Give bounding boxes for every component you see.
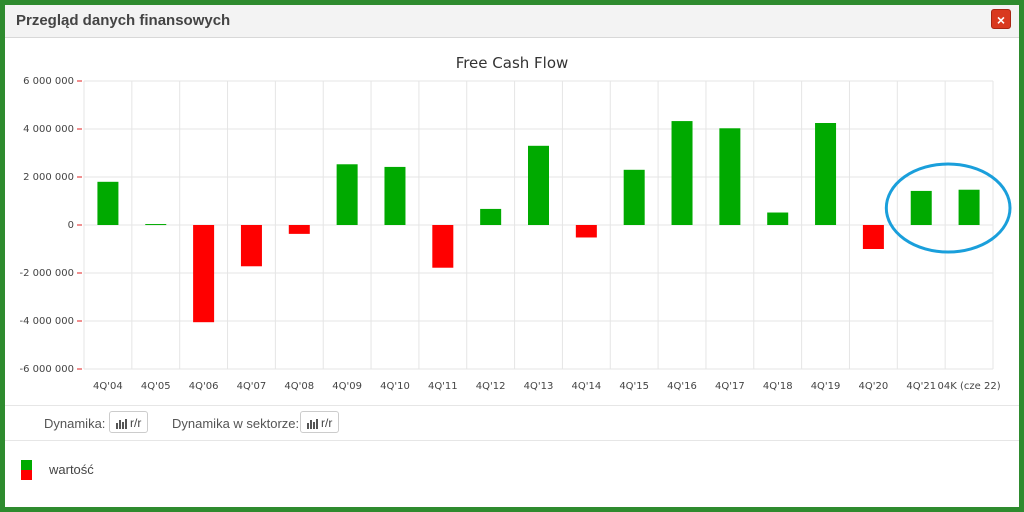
- y-tick-label: -2 000 000: [19, 268, 74, 279]
- dynamics-label: Dynamika:: [44, 416, 106, 431]
- y-tick-label: 6 000 000: [23, 76, 74, 87]
- legend-label: wartość: [49, 462, 94, 477]
- bar[interactable]: [193, 225, 215, 323]
- bar[interactable]: [719, 128, 741, 225]
- close-button[interactable]: ×: [991, 9, 1011, 29]
- dialog-window: Przegląd danych finansowych × Free Cash …: [5, 5, 1019, 507]
- x-tick-label: 4Q'10: [380, 381, 410, 392]
- bar-chart-icon: [116, 418, 127, 429]
- bar[interactable]: [97, 181, 119, 225]
- free-cash-flow-chart: Free Cash Flow 6 000 000 4 000 000 2 000 0…: [19, 54, 1012, 392]
- close-icon: ×: [996, 12, 1006, 28]
- dynamics-yoy-label: r/r: [130, 416, 142, 430]
- sector-yoy-label: r/r: [321, 416, 333, 430]
- x-tick-label: 4Q'12: [476, 381, 506, 392]
- x-tick-label: 4Q'21: [906, 381, 936, 392]
- x-tick-label: 4Q'04: [93, 381, 123, 392]
- y-tick-label: -4 000 000: [19, 316, 74, 327]
- x-tick-label: 4Q'14: [571, 381, 601, 392]
- x-tick-label: 4Q'15: [619, 381, 649, 392]
- bar[interactable]: [145, 224, 167, 226]
- bar[interactable]: [480, 208, 502, 225]
- x-tick-label: 4Q'17: [715, 381, 745, 392]
- y-tick-label: 0: [68, 220, 74, 231]
- sector-yoy-button[interactable]: r/r: [300, 411, 340, 433]
- y-tick-label: 2 000 000: [23, 172, 74, 183]
- x-tick-label: 4Q'05: [141, 381, 171, 392]
- bar[interactable]: [240, 225, 262, 267]
- chart-title: Free Cash Flow: [456, 54, 569, 72]
- x-tick-label: 4Q'20: [859, 381, 889, 392]
- bar[interactable]: [910, 190, 932, 225]
- x-tick-label: 4Q'19: [811, 381, 841, 392]
- bar[interactable]: [528, 145, 549, 225]
- legend-swatch-negative: [21, 470, 32, 480]
- bar[interactable]: [575, 225, 597, 238]
- x-tick-label: 4Q'07: [237, 381, 267, 392]
- y-tick-label: 4 000 000: [23, 124, 74, 135]
- bar[interactable]: [288, 225, 310, 234]
- dialog-title: Przegląd danych finansowych: [16, 12, 231, 29]
- bar[interactable]: [958, 189, 980, 225]
- x-tick-label: 4Q'16: [667, 381, 697, 392]
- dynamics-controls: Dynamika: r/r Dynamika w sektorze: r/r: [5, 405, 1019, 441]
- x-tick-label: 04K (cze 22): [938, 381, 1001, 392]
- bar[interactable]: [384, 166, 406, 225]
- bar[interactable]: [767, 212, 789, 225]
- highlight-circle: [884, 162, 1012, 254]
- dynamics-yoy-button[interactable]: r/r: [109, 411, 149, 433]
- legend-swatch-positive: [21, 460, 32, 470]
- bar[interactable]: [671, 121, 693, 225]
- x-tick-label: 4Q'13: [524, 381, 554, 392]
- bar[interactable]: [815, 123, 837, 225]
- bar[interactable]: [336, 164, 358, 225]
- y-tick-label: -6 000 000: [19, 364, 74, 375]
- x-tick-label: 4Q'08: [284, 381, 314, 392]
- bar[interactable]: [623, 169, 645, 225]
- x-tick-label: 4Q'09: [332, 381, 362, 392]
- dialog-titlebar: Przegląd danych finansowych ×: [5, 5, 1019, 38]
- bar-chart-icon: [307, 418, 318, 429]
- x-tick-label: 4Q'06: [189, 381, 219, 392]
- bar[interactable]: [432, 225, 454, 268]
- bar[interactable]: [862, 225, 884, 249]
- x-tick-label: 4Q'11: [428, 381, 458, 392]
- x-tick-label: 4Q'18: [763, 381, 793, 392]
- sector-dynamics-label: Dynamika w sektorze:: [172, 416, 300, 431]
